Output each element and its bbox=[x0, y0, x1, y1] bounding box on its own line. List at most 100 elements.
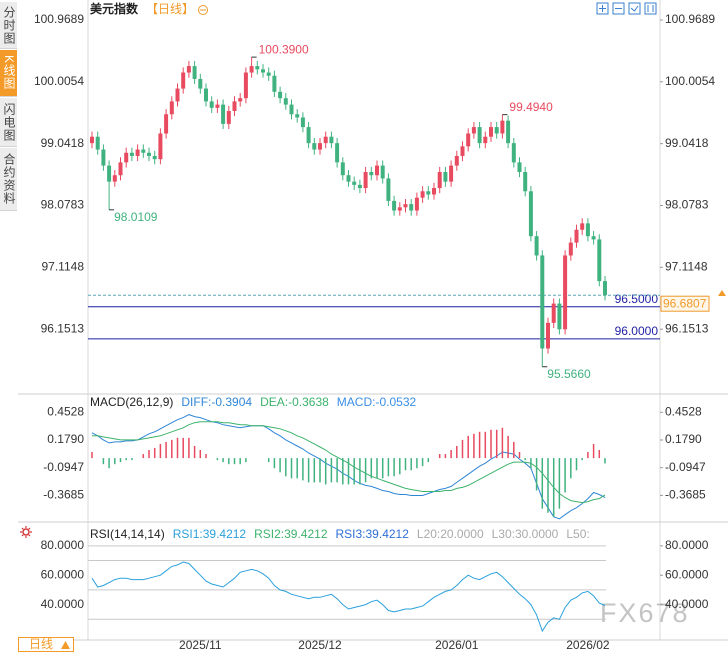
macd-bar bbox=[581, 458, 583, 461]
macd-bar bbox=[592, 443, 595, 459]
candle-body bbox=[386, 178, 391, 201]
macd-bar bbox=[114, 458, 116, 465]
macd-bar bbox=[267, 458, 270, 463]
y-tick-label-right: 99.0418 bbox=[665, 136, 709, 150]
candle-body bbox=[209, 101, 214, 108]
candle-body bbox=[283, 98, 288, 105]
toolbar-icons[interactable] bbox=[596, 2, 657, 15]
candle-body bbox=[392, 200, 397, 211]
tool-icon[interactable] bbox=[612, 2, 625, 15]
tool-icon[interactable] bbox=[644, 2, 657, 15]
panel-title: RSI(14,14,14) bbox=[90, 527, 165, 541]
candle-body bbox=[466, 133, 471, 147]
candle-body bbox=[369, 172, 374, 176]
high-label: 100.3900 bbox=[259, 42, 309, 56]
chart-subtitle: 【日线】 bbox=[146, 2, 194, 16]
tab[interactable]: 分时图 bbox=[0, 2, 17, 49]
macd-bar bbox=[513, 441, 515, 459]
candle-body bbox=[243, 72, 248, 99]
y-tick-label: 96.1513 bbox=[41, 321, 85, 335]
macd-bar bbox=[233, 458, 236, 465]
macd-bar bbox=[182, 437, 184, 459]
macd-bar bbox=[387, 458, 390, 477]
macd-bar bbox=[495, 429, 498, 459]
candle-body bbox=[585, 223, 590, 237]
macd-bar bbox=[478, 431, 481, 459]
candle-body bbox=[409, 204, 414, 211]
macd-bar bbox=[165, 441, 167, 459]
candle-body bbox=[557, 303, 562, 330]
settings-icon-spokes bbox=[20, 526, 32, 538]
candle-body bbox=[95, 136, 100, 150]
y-tick-label: 40.0000 bbox=[41, 597, 85, 611]
period-button[interactable]: 日线 bbox=[18, 637, 74, 652]
y-tick-label-right: 97.1148 bbox=[665, 260, 708, 274]
candle-body bbox=[300, 117, 305, 128]
macd-bar bbox=[484, 431, 487, 459]
y-tick-label: 99.0418 bbox=[41, 136, 85, 150]
macd-bar bbox=[575, 458, 578, 471]
macd-bar bbox=[421, 458, 424, 467]
y-tick-label: -0.0947 bbox=[43, 460, 84, 474]
y-tick-label-right: -0.0947 bbox=[665, 460, 706, 474]
settings-icon[interactable] bbox=[20, 526, 32, 538]
macd-bar bbox=[490, 429, 492, 459]
panel-title: MACD(26,12,9) bbox=[90, 395, 173, 409]
macd-bar bbox=[239, 458, 241, 465]
macd-bar bbox=[216, 458, 219, 461]
macd-bar bbox=[159, 443, 162, 459]
candle-body bbox=[500, 120, 505, 134]
macd-bar bbox=[359, 458, 361, 485]
macd-bar bbox=[273, 458, 276, 469]
macd-bar bbox=[438, 454, 441, 459]
tab[interactable]: 合约资料 bbox=[0, 148, 17, 211]
macd-bar bbox=[399, 458, 401, 475]
macd-bar bbox=[153, 447, 156, 459]
macd-bar bbox=[176, 437, 179, 459]
macd-bar bbox=[245, 458, 247, 463]
candle-body bbox=[477, 127, 482, 144]
macd-bar bbox=[131, 458, 133, 461]
macd-bar bbox=[410, 458, 412, 471]
candle-body bbox=[118, 162, 123, 176]
macd-bar bbox=[376, 458, 378, 479]
x-tick-label: 2025/12 bbox=[298, 638, 342, 652]
y-tick-label-right: 40.0000 bbox=[665, 597, 709, 611]
y-tick-label: 100.0054 bbox=[34, 74, 84, 88]
candle-body bbox=[357, 184, 362, 189]
candle-body bbox=[226, 111, 231, 124]
candle-body bbox=[380, 165, 385, 179]
macd-bar bbox=[296, 458, 298, 479]
macd-bar bbox=[456, 445, 458, 459]
candle-body bbox=[329, 136, 334, 144]
tab[interactable]: K线图 bbox=[0, 50, 17, 97]
macd-bar bbox=[324, 458, 327, 485]
macd-bar bbox=[501, 427, 504, 459]
legend-entry: L20:20.0000 bbox=[417, 527, 484, 541]
macd-bar bbox=[364, 458, 367, 483]
tool-icon[interactable] bbox=[628, 2, 641, 15]
macd-bar bbox=[467, 435, 469, 459]
candle-body bbox=[437, 172, 442, 189]
y-tick-label-right: 60.0000 bbox=[665, 567, 709, 581]
title-icon bbox=[198, 5, 209, 15]
candle-body bbox=[306, 127, 311, 144]
y-tick-label-right: 0.4528 bbox=[665, 404, 702, 418]
last-price-box bbox=[660, 295, 710, 312]
macd-bar bbox=[205, 454, 207, 459]
macd-bar bbox=[416, 458, 418, 469]
tab[interactable]: 闪电图 bbox=[0, 98, 17, 147]
y-tick-label: 97.1148 bbox=[42, 260, 85, 274]
tool-icon[interactable] bbox=[596, 2, 609, 15]
macd-bar bbox=[228, 458, 230, 465]
rsi-line bbox=[91, 561, 606, 633]
y-tick-label-right: 100.9689 bbox=[665, 12, 715, 26]
price-level-label: 96.0000 bbox=[615, 324, 659, 338]
candle-body bbox=[426, 191, 431, 195]
macd-bar bbox=[307, 458, 310, 483]
candle-body bbox=[568, 242, 573, 256]
y-tick-label-right: 96.1513 bbox=[665, 321, 709, 335]
tool-icon-line bbox=[630, 5, 639, 12]
candle-body bbox=[107, 165, 112, 182]
macd-bar bbox=[444, 454, 447, 459]
